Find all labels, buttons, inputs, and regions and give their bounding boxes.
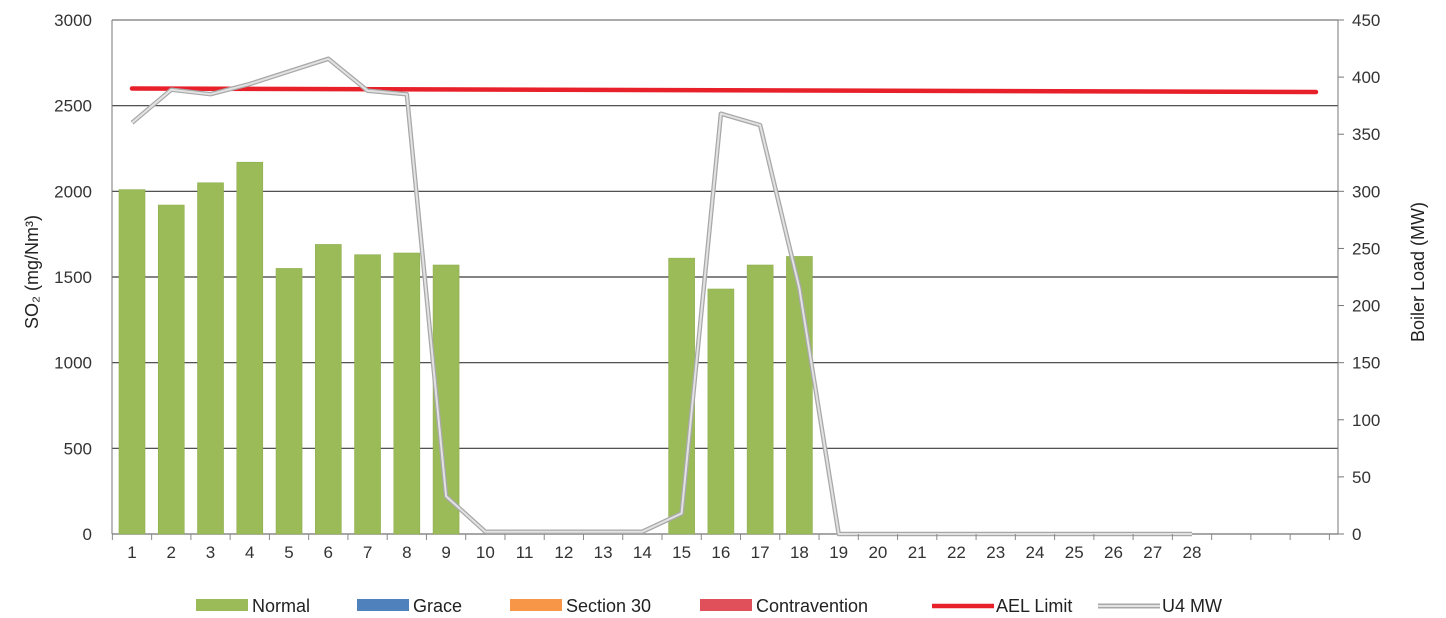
y2-tick-label: 0 xyxy=(1352,525,1361,544)
bar-series xyxy=(118,161,813,535)
bar xyxy=(746,264,774,535)
x-tick-label: 26 xyxy=(1104,543,1123,562)
x-tick-label: 25 xyxy=(1065,543,1084,562)
x-tick-label: 21 xyxy=(908,543,927,562)
x-tick-label: 9 xyxy=(441,543,450,562)
x-tick-label: 3 xyxy=(206,543,215,562)
x-tick-label: 22 xyxy=(947,543,966,562)
legend: Normal Grace Section 30 Contravention AEL Li… xyxy=(196,596,1222,616)
legend-swatch xyxy=(196,599,248,611)
bar xyxy=(393,252,421,535)
x-tick-label: 6 xyxy=(324,543,333,562)
x-tick-label: 8 xyxy=(402,543,411,562)
bar xyxy=(197,182,224,535)
bar xyxy=(786,256,813,535)
axes: 0 500 1000 1500 2000 2500 3000 0 50 100 150 200 250 3… xyxy=(54,11,1380,562)
bar xyxy=(236,161,264,535)
legend-label: AEL Limit xyxy=(996,596,1072,616)
x-tick-label: 28 xyxy=(1183,543,1202,562)
y-tick-label: 1500 xyxy=(54,268,92,287)
legend-swatch xyxy=(357,599,409,611)
x-tick-label: 23 xyxy=(986,543,1005,562)
legend-label: Section 30 xyxy=(566,596,651,616)
y-tick-label: 500 xyxy=(64,439,92,458)
legend-label: Grace xyxy=(413,596,462,616)
x-tick-label: 11 xyxy=(516,543,534,562)
y-tick-label: 1000 xyxy=(54,354,92,373)
x-tick-label: 2 xyxy=(167,543,176,562)
x-tick-label: 18 xyxy=(790,543,809,562)
bar xyxy=(118,189,146,535)
y2-tick-label: 250 xyxy=(1352,239,1380,258)
bar xyxy=(157,204,185,535)
line-series xyxy=(129,86,1319,95)
legend-swatch xyxy=(510,599,562,611)
legend-label: U4 MW xyxy=(1162,596,1222,616)
y2-tick-label: 300 xyxy=(1352,182,1380,201)
x-tick-label: 16 xyxy=(711,543,730,562)
y-tick-label: 2500 xyxy=(54,97,92,116)
x-tick-label: 27 xyxy=(1143,543,1162,562)
bar xyxy=(275,268,303,535)
bar xyxy=(707,288,735,535)
x-tick-label: 5 xyxy=(284,543,293,562)
y2-axis-title: Boiler Load (MW) xyxy=(1408,202,1428,342)
y-tick-label: 2000 xyxy=(54,182,92,201)
legend-label: Normal xyxy=(252,596,310,616)
x-tick-label: 10 xyxy=(476,543,495,562)
x-tick-label: 24 xyxy=(1026,543,1045,562)
x-tick-label: 15 xyxy=(672,543,691,562)
x-tick-label: 1 xyxy=(127,543,136,562)
x-tick-label: 7 xyxy=(363,543,372,562)
legend-label: Contravention xyxy=(756,596,868,616)
x-tick-label: 17 xyxy=(751,543,770,562)
y-tick-label: 0 xyxy=(83,525,92,544)
y2-tick-label: 150 xyxy=(1352,354,1380,373)
y2-tick-label: 50 xyxy=(1352,468,1371,487)
x-tick-label: 14 xyxy=(633,543,652,562)
y2-tick-label: 350 xyxy=(1352,125,1380,144)
x-tick-label: 13 xyxy=(594,543,613,562)
y-axis-title: SO₂ (mg/Nm³) xyxy=(22,215,42,329)
legend-swatch xyxy=(700,599,752,611)
y2-tick-label: 400 xyxy=(1352,68,1380,87)
y2-tick-label: 450 xyxy=(1352,11,1380,30)
x-tick-label: 12 xyxy=(554,543,573,562)
y2-tick-label: 100 xyxy=(1352,411,1380,430)
x-tick-label: 19 xyxy=(829,543,848,562)
x-tick-label: 20 xyxy=(868,543,887,562)
x-tick-label: 4 xyxy=(245,543,254,562)
bar xyxy=(354,254,381,535)
bar xyxy=(314,244,342,535)
y-tick-label: 3000 xyxy=(54,11,92,30)
y2-tick-label: 200 xyxy=(1352,297,1380,316)
bar xyxy=(668,257,695,535)
